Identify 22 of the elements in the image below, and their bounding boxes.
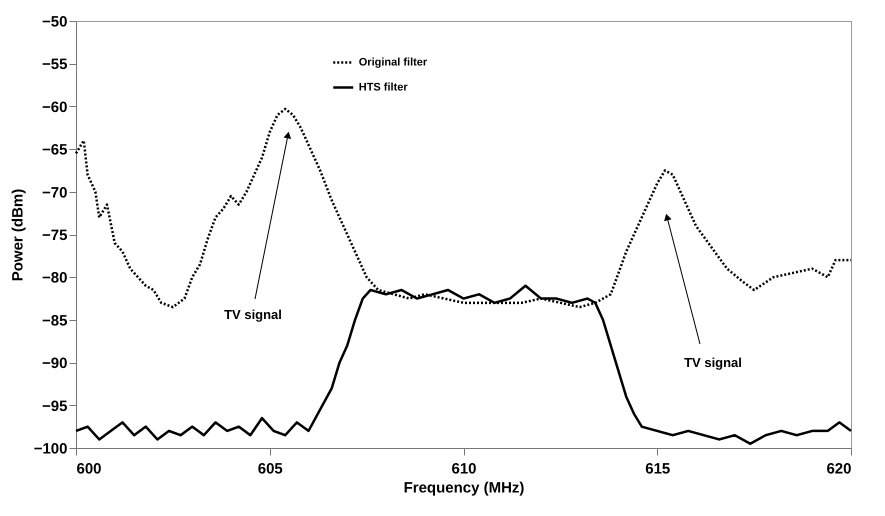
annotation: TV signal	[684, 355, 742, 370]
y-tick-label: −85	[42, 312, 68, 330]
y-tick-label: −55	[42, 56, 68, 74]
annotation: TV signal	[224, 307, 282, 322]
y-axis-title: Power (dBm)	[10, 188, 27, 282]
x-axis-title: Frequency (MHz)	[404, 480, 524, 496]
x-tick-label: 610	[451, 460, 477, 478]
y-tick-label: −65	[42, 142, 68, 159]
legend-label: HTS filter	[358, 82, 408, 94]
y-tick-label: −75	[42, 227, 68, 244]
y-tick-label: −100	[34, 440, 68, 458]
y-tick-label: −60	[42, 98, 68, 116]
y-tick-label: −90	[42, 355, 68, 372]
y-tick-label: −80	[42, 270, 68, 287]
x-tick-label: 605	[258, 460, 283, 478]
x-tick-label: 620	[826, 460, 852, 478]
y-tick-label: −50	[42, 14, 68, 30]
legend-label: Original filter	[358, 56, 428, 68]
x-tick-label: 600	[76, 460, 102, 478]
y-tick-label: −95	[42, 398, 68, 415]
x-tick-label: 615	[645, 460, 670, 478]
y-tick-label: −70	[42, 184, 68, 202]
